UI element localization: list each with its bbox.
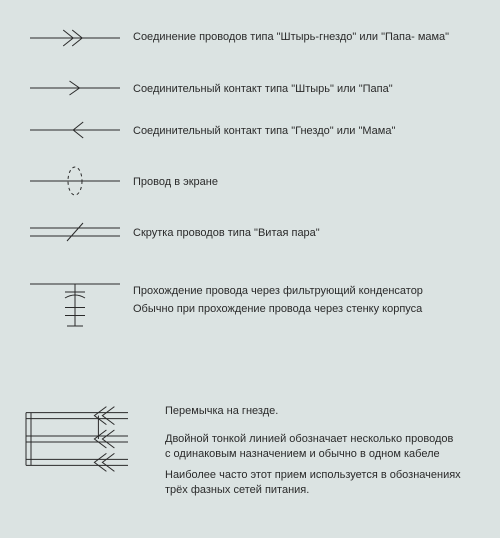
twisted-pair-label: Скрутка проводов типа "Витая пара" [133,226,320,241]
pin-socket-connection-label: Соединение проводов типа "Штырь-гнездо" … [133,30,449,45]
shielded-wire-symbol [30,164,120,201]
socket-jumper-label: Наиболее часто этот прием используется в… [165,468,461,498]
filter-capacitor-pass-label: Прохождение провода через фильтрующий ко… [133,284,423,299]
socket-jumper-label: Двойной тонкой линией обозначает несколь… [165,432,453,462]
socket-contact-label: Соединительный контакт типа "Гнездо" или… [133,124,395,139]
shielded-wire-label: Провод в экране [133,175,218,190]
filter-capacitor-pass-label: Обычно при прохождение провода через сте… [133,302,422,317]
socket-jumper-symbol [20,400,140,481]
pin-socket-connection-symbol [30,24,120,55]
pin-contact-symbol [30,78,120,101]
filter-capacitor-pass-symbol [30,278,120,335]
socket-contact-symbol [30,118,120,145]
socket-jumper-label: Перемычка на гнезде. [165,404,278,419]
twisted-pair-symbol [30,222,120,245]
pin-contact-label: Соединительный контакт типа "Штырь" или … [133,82,393,97]
diagram-page: Соединение проводов типа "Штырь-гнездо" … [0,0,500,538]
